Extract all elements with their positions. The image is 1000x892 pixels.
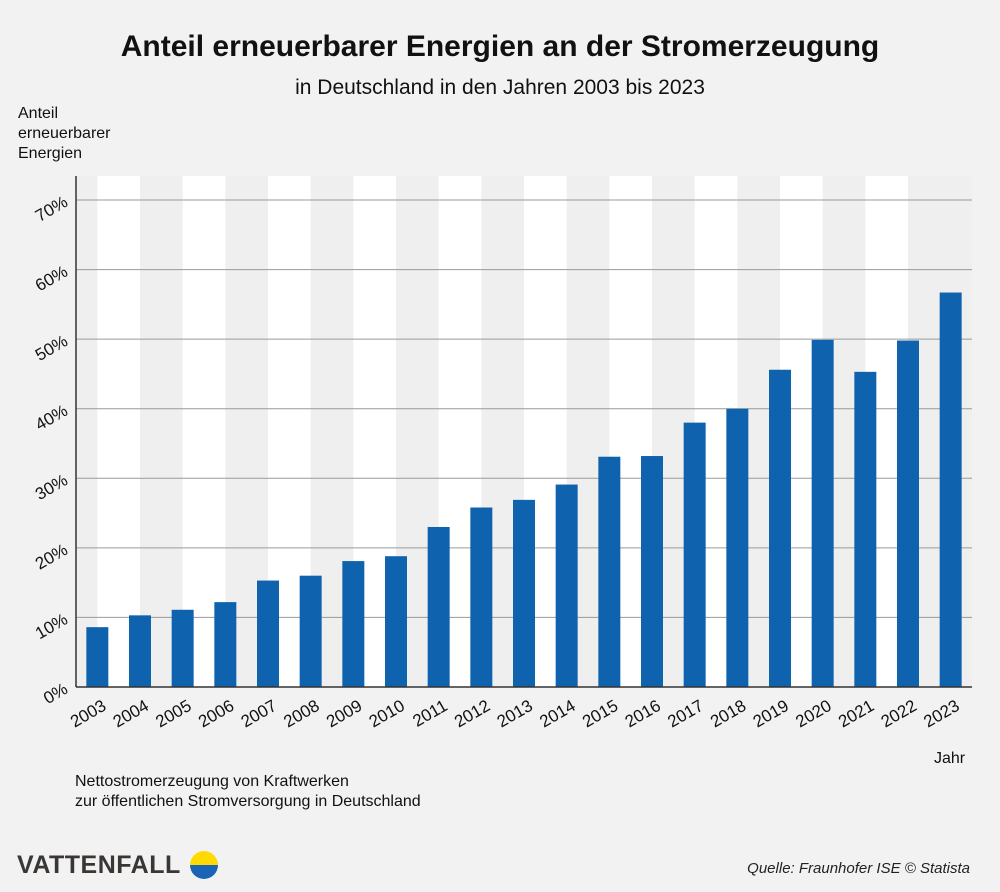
background-stripe <box>182 176 226 687</box>
x-tick-label: 2014 <box>536 696 578 731</box>
bar-2022 <box>897 340 919 687</box>
x-tick-label: 2017 <box>664 696 706 731</box>
footnote-line: zur öffentlichen Stromversorgung in Deut… <box>75 793 421 810</box>
background-stripe <box>97 176 140 687</box>
bar-2003 <box>86 627 109 687</box>
x-tick-label: 2006 <box>195 696 237 731</box>
x-tick-label: 2007 <box>238 696 280 731</box>
bar-2009 <box>342 561 365 687</box>
x-tick-label: 2004 <box>110 696 152 731</box>
bar-2017 <box>683 422 706 687</box>
source-credit: Quelle: Fraunhofer ISE © Statista <box>747 860 970 877</box>
y-tick-label: 30% <box>32 470 71 503</box>
x-tick-label: 2013 <box>494 696 536 731</box>
bar-2004 <box>129 615 151 687</box>
x-tick-label: 2021 <box>835 696 877 731</box>
y-axis-label-line: Anteil <box>18 105 59 122</box>
x-tick-label: 2005 <box>152 696 194 731</box>
y-tick-label: 50% <box>32 331 71 364</box>
footnote-line: Nettostromerzeugung von Kraftwerken <box>75 773 349 790</box>
bar-2006 <box>214 602 237 687</box>
y-tick-label: 70% <box>32 192 71 225</box>
x-tick-label: 2020 <box>792 696 834 731</box>
x-tick-label: 2012 <box>451 696 493 731</box>
bar-2010 <box>385 556 407 687</box>
bar-2008 <box>299 575 322 687</box>
bar-2014 <box>555 484 578 687</box>
bar-2019 <box>769 369 791 687</box>
chart-title: Anteil erneuerbarer Energien an der Stro… <box>120 30 880 63</box>
x-tick-label: 2009 <box>323 696 365 731</box>
bar-2013 <box>513 499 535 687</box>
bar-2015 <box>598 456 621 687</box>
bar-2007 <box>257 580 279 687</box>
x-tick-label: 2015 <box>579 696 621 731</box>
x-axis-label: Jahr <box>934 750 966 767</box>
bar-2005 <box>171 609 194 687</box>
y-axis-label-line: erneuerbarer <box>18 125 111 142</box>
x-tick-label: 2018 <box>707 696 749 731</box>
x-tick-label: 2023 <box>920 696 962 731</box>
x-tick-label: 2019 <box>750 696 792 731</box>
x-tick-label: 2010 <box>366 696 408 731</box>
logo-sun-icon <box>189 851 218 879</box>
logo-text: VATTENFALL <box>17 850 181 879</box>
vattenfall-logo: VATTENFALL <box>17 850 219 880</box>
x-tick-label: 2016 <box>622 696 664 731</box>
y-tick-label: 0% <box>40 679 71 708</box>
bar-2021 <box>854 371 877 687</box>
bar-2012 <box>470 507 493 687</box>
y-tick-label: 60% <box>32 262 71 295</box>
chart-subtitle: in Deutschland in den Jahren 2003 bis 20… <box>295 76 705 99</box>
x-tick-label: 2011 <box>410 696 451 731</box>
bar-2018 <box>726 408 749 687</box>
footnote: Nettostromerzeugung von Kraftwerken zur … <box>75 772 575 812</box>
bar-2011 <box>427 526 450 687</box>
y-axis-label-line: Energien <box>18 145 83 162</box>
x-tick-label: 2003 <box>67 696 109 731</box>
x-tick-label: 2022 <box>878 696 920 731</box>
x-tick-label: 2008 <box>280 696 322 731</box>
y-tick-label: 20% <box>32 540 71 573</box>
y-tick-label: 40% <box>32 401 71 434</box>
bar-2020 <box>811 339 834 687</box>
bar-2023 <box>939 292 962 687</box>
bar-2016 <box>641 456 663 687</box>
y-tick-label: 10% <box>32 610 71 643</box>
y-axis-label: Anteil erneuerbarer Energien <box>18 104 138 164</box>
